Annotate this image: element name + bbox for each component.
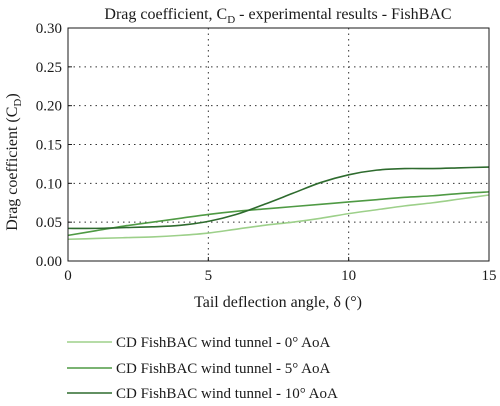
- legend: CD FishBAC wind tunnel - 0° AoA CD FishB…: [67, 335, 338, 402]
- grid-layer: [68, 28, 489, 261]
- y-axis-label-sub: D: [12, 99, 24, 107]
- x-axis-label: Tail deflection angle, δ (°): [194, 294, 362, 311]
- x-tick-label-0: 0: [64, 268, 72, 284]
- chart-title-sub: D: [227, 14, 235, 26]
- y-tick-label-4: 0.20: [36, 99, 62, 115]
- y-axis-label: Drag coefficient (CD): [4, 93, 24, 230]
- chart-title-post: - experimental results - FishBAC: [235, 6, 451, 23]
- chart-title-pre: Drag coefficient, C: [104, 6, 227, 23]
- series-line-1: [67, 191, 490, 237]
- legend-label-2: CD FishBAC wind tunnel - 10° AoA: [116, 386, 338, 402]
- y-axis-label-post: ): [4, 93, 21, 98]
- legend-label-0: CD FishBAC wind tunnel - 0° AoA: [116, 335, 331, 351]
- y-tick-label-1: 0.05: [36, 215, 62, 231]
- series-line-0: [67, 194, 490, 241]
- series-line-2: [67, 166, 490, 230]
- tick-layer: 0 5 10 15 0.00 0.05 0.10 0.15 0.20 0.25 0.30: [36, 21, 497, 284]
- y-tick-label-2: 0.10: [36, 176, 62, 192]
- series-layer: [67, 166, 490, 241]
- x-tick-label-2: 10: [341, 268, 356, 284]
- y-tick-label-3: 0.15: [36, 138, 62, 154]
- x-tick-label-3: 15: [482, 268, 497, 284]
- y-axis-label-pre: Drag coefficient (C: [4, 107, 21, 231]
- chart-title: Drag coefficient, CD - experimental resu…: [104, 6, 451, 26]
- y-tick-label-0: 0.00: [36, 254, 62, 270]
- legend-label-1: CD FishBAC wind tunnel - 5° AoA: [116, 361, 331, 377]
- x-tick-label-1: 5: [205, 268, 213, 284]
- y-tick-label-5: 0.25: [36, 60, 62, 76]
- y-tick-label-6: 0.30: [36, 21, 62, 37]
